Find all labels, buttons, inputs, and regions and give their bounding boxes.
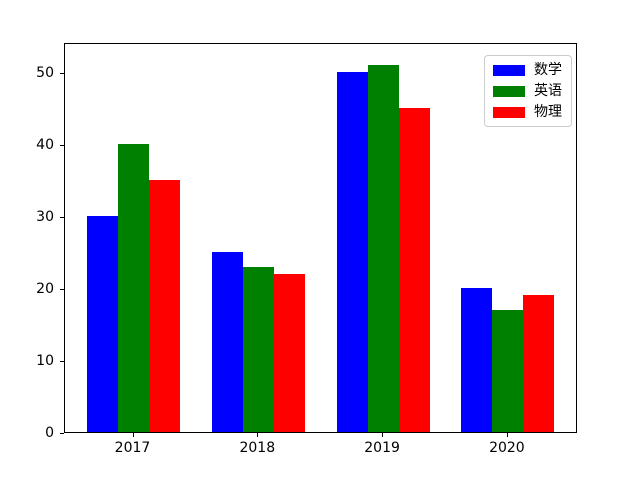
plot-area: 数学 英语 物理: [64, 43, 577, 433]
legend: 数学 英语 物理: [484, 55, 572, 127]
bar-2019-physics: [398, 108, 430, 432]
legend-label-math: 数学: [534, 62, 562, 78]
bar-2017-english: [118, 144, 149, 432]
y-tick-mark: [60, 145, 64, 147]
bar-2019-english: [367, 65, 399, 432]
x-tick-mark: [257, 433, 259, 437]
bar-2017-math: [87, 216, 118, 432]
legend-swatch-english: [493, 85, 525, 97]
legend-label-english: 英语: [534, 83, 562, 99]
y-tick-mark: [60, 433, 64, 434]
x-tick-mark: [132, 433, 134, 437]
bar-2018-math: [211, 252, 243, 432]
x-tick-label-2018: 2018: [239, 440, 276, 456]
x-tick-label-2019: 2019: [364, 440, 400, 456]
bar-2018-physics: [273, 273, 305, 432]
y-tick-mark: [60, 289, 64, 291]
bar-2019-math: [336, 72, 368, 432]
y-tick-mark: [60, 217, 64, 219]
y-tick-mark: [60, 361, 64, 363]
y-tick-label-20: 20: [36, 281, 54, 298]
y-tick-label-30: 30: [36, 209, 54, 226]
x-tick-label-2020: 2020: [489, 440, 525, 456]
bar-2018-english: [242, 266, 274, 432]
legend-swatch-math: [493, 64, 525, 76]
legend-swatch-physics: [493, 106, 525, 118]
bar-2020-english: [492, 309, 524, 432]
legend-item-english: 英语: [493, 82, 562, 100]
y-tick-label-10: 10: [36, 353, 54, 370]
legend-item-math: 数学: [493, 61, 562, 79]
bar-2017-physics: [149, 180, 180, 432]
x-tick-mark: [382, 433, 384, 437]
legend-item-physics: 物理: [493, 103, 562, 121]
x-tick-mark: [506, 433, 508, 437]
y-tick-label-0: 0: [45, 425, 54, 441]
y-tick-mark: [60, 73, 64, 75]
y-tick-label-50: 50: [36, 65, 54, 82]
legend-label-physics: 物理: [534, 104, 562, 120]
y-tick-label-40: 40: [36, 137, 54, 154]
bar-2020-math: [461, 288, 493, 432]
x-tick-label-2017: 2017: [114, 440, 151, 456]
bar-2020-physics: [523, 295, 555, 432]
